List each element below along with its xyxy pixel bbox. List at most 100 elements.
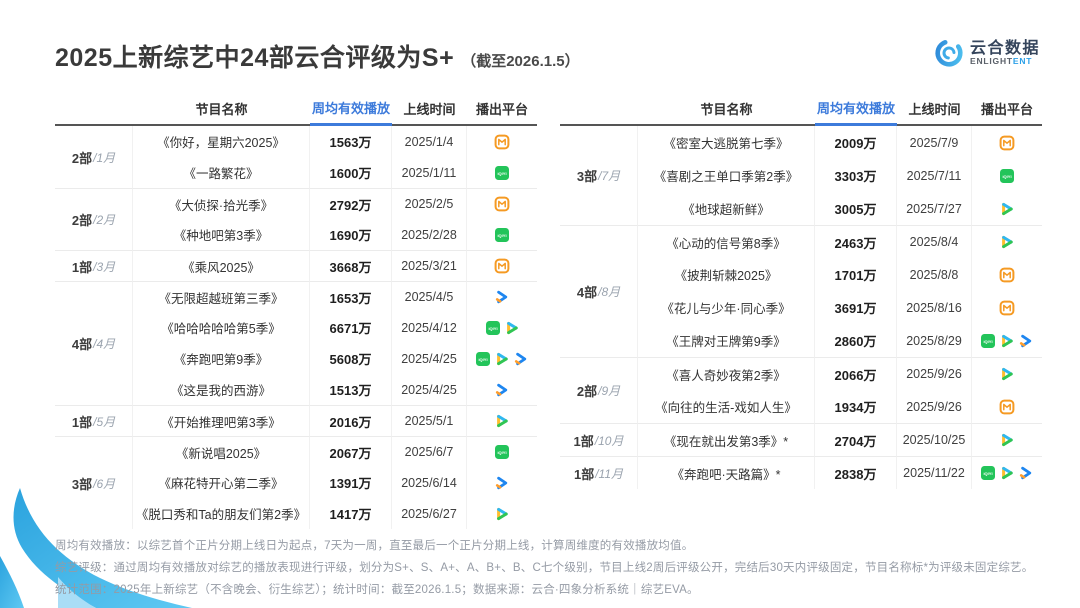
platforms-cell: iQIYI: [467, 219, 537, 250]
launch-date-cell: 2025/6/14: [392, 467, 467, 498]
tencent-icon: [999, 333, 1015, 349]
weekly-plays-cell: 2704万: [815, 423, 897, 456]
program-name-cell: 《喜剧之王单口季第2季》: [638, 159, 815, 192]
weekly-plays-cell: 5608万: [310, 343, 392, 374]
month-group-count: 2部: [576, 384, 598, 399]
program-name-cell: 《这是我的西游》: [133, 374, 310, 405]
svg-text:iQIYI: iQIYI: [478, 356, 487, 361]
platforms-cell: [467, 405, 537, 436]
iqiyi-icon: iQIYI: [494, 165, 510, 181]
launch-date-cell: 2025/4/25: [392, 343, 467, 374]
month-group-month: /3月: [93, 259, 116, 274]
weekly-plays-cell: 3691万: [815, 291, 897, 324]
mgtv-icon: [494, 258, 510, 274]
svg-text:iQIYI: iQIYI: [1002, 173, 1011, 178]
weekly-plays-cell: 1701万: [815, 258, 897, 291]
month-group-label: 1部/3月: [55, 250, 133, 281]
platforms-cell: [467, 250, 537, 281]
program-name-cell: 《花儿与少年·同心季》: [638, 291, 815, 324]
month-group-count: 4部: [576, 285, 598, 300]
month-group-count: 1部: [71, 414, 93, 430]
platforms-cell: [467, 126, 537, 157]
month-group-month: /10月: [594, 433, 624, 448]
footnote-scope-source: 统计范围：2025年上新综艺（不含晚会、衍生综艺）；统计时间：截至2026.1.…: [55, 584, 699, 596]
tencent-icon: [504, 320, 520, 336]
month-group-month: /4月: [93, 337, 116, 351]
weekly-plays-cell: 3303万: [815, 159, 897, 192]
weekly-plays-cell: 1653万: [310, 281, 392, 312]
platforms-cell: [467, 498, 537, 529]
launch-date-cell: 2025/3/21: [392, 250, 467, 281]
svg-text:iQIYI: iQIYI: [983, 338, 992, 343]
tencent-icon: [494, 413, 510, 429]
youku-icon: [494, 289, 510, 305]
weekly-plays-cell: 1690万: [310, 219, 392, 250]
page-title-date-note: （截至2026.1.5）: [461, 53, 580, 70]
platforms-cell: [972, 192, 1042, 225]
month-group-month: /8月: [598, 285, 621, 299]
month-group-month: /9月: [598, 384, 621, 398]
launch-date-cell: 2025/7/11: [897, 159, 972, 192]
weekly-plays-cell: 1563万: [310, 126, 392, 157]
mgtv-icon: [999, 399, 1015, 415]
table-header-platform: 播出平台: [972, 92, 1042, 126]
tencent-icon: [494, 351, 510, 367]
brand-name-en: ENLIGHTENT: [969, 56, 1033, 67]
table-header-program-name: 节目名称: [638, 92, 815, 126]
mgtv-icon: [999, 300, 1015, 316]
month-group-label: 3部/6月: [55, 436, 133, 529]
launch-date-cell: 2025/5/1: [392, 405, 467, 436]
platforms-cell: [972, 390, 1042, 423]
month-group-count: 1部: [573, 466, 595, 482]
enlightent-logo-icon: [934, 38, 964, 68]
weekly-plays-cell: 1934万: [815, 390, 897, 423]
weekly-plays-cell: 2016万: [310, 405, 392, 436]
weekly-plays-cell: 6671万: [310, 312, 392, 343]
svg-text:iQIYI: iQIYI: [497, 170, 506, 175]
tencent-icon: [999, 432, 1015, 448]
weekly-plays-cell: 1417万: [310, 498, 392, 529]
program-name-cell: 《披荆斩棘2025》: [638, 258, 815, 291]
month-group-label: 4部/4月: [55, 281, 133, 405]
footnote-rating-rules: 综艺评级：通过周均有效播放对综艺的播放表现进行评级，划分为S+、S、A+、A、B…: [55, 562, 1034, 574]
program-name-cell: 《你好，星期六2025》: [133, 126, 310, 157]
month-group-month: /5月: [93, 414, 116, 429]
brand-name-cn: 云合数据: [969, 39, 1040, 57]
footnote-weekly-plays: 周均有效播放：以综艺首个正片分期上线日为起点，7天为一周，直至最后一个正片分期上…: [55, 540, 694, 552]
iqiyi-icon: iQIYI: [494, 444, 510, 460]
launch-date-cell: 2025/10/25: [897, 423, 972, 456]
launch-date-cell: 2025/1/4: [392, 126, 467, 157]
table-header-month: [560, 92, 638, 126]
month-group-month: /7月: [598, 169, 621, 183]
platforms-cell: iQIYI: [972, 324, 1042, 357]
tencent-icon: [999, 234, 1015, 250]
program-name-cell: 《一路繁花》: [133, 157, 310, 188]
weekly-plays-cell: 3668万: [310, 250, 392, 281]
svg-text:iQIYI: iQIYI: [497, 232, 506, 237]
weekly-plays-cell: 2463万: [815, 225, 897, 258]
svg-text:iQIYI: iQIYI: [983, 471, 992, 476]
mgtv-icon: [494, 196, 510, 212]
month-group-month: /11月: [595, 466, 624, 481]
platforms-cell: [467, 281, 537, 312]
program-name-cell: 《脱口秀和Ta的朋友们第2季》: [133, 498, 310, 529]
weekly-plays-cell: 1513万: [310, 374, 392, 405]
program-name-cell: 《向往的生活-戏如人生》: [638, 390, 815, 423]
program-name-cell: 《乘风2025》: [133, 250, 310, 281]
launch-date-cell: 2025/2/28: [392, 219, 467, 250]
month-group-count: 1部: [71, 259, 93, 275]
table-header-launch-date: 上线时间: [897, 92, 972, 126]
iqiyi-icon: iQIYI: [999, 168, 1015, 184]
launch-date-cell: 2025/2/5: [392, 188, 467, 219]
platforms-cell: [972, 291, 1042, 324]
mgtv-icon: [494, 134, 510, 150]
table-right-jul-nov: 节目名称 周均有效播放 上线时间 播出平台 3部/7月 《密室大逃脱第七季》 2009万 20…: [560, 92, 1042, 489]
table-header-platform: 播出平台: [467, 92, 537, 126]
launch-date-cell: 2025/6/7: [392, 436, 467, 467]
launch-date-cell: 2025/8/8: [897, 258, 972, 291]
month-group-label: 1部/11月: [560, 456, 638, 489]
month-group-count: 4部: [71, 337, 93, 352]
program-name-cell: 《麻花特开心第二季》: [133, 467, 310, 498]
program-name-cell: 《新说唱2025》: [133, 436, 310, 467]
month-group-label: 4部/8月: [560, 225, 638, 357]
